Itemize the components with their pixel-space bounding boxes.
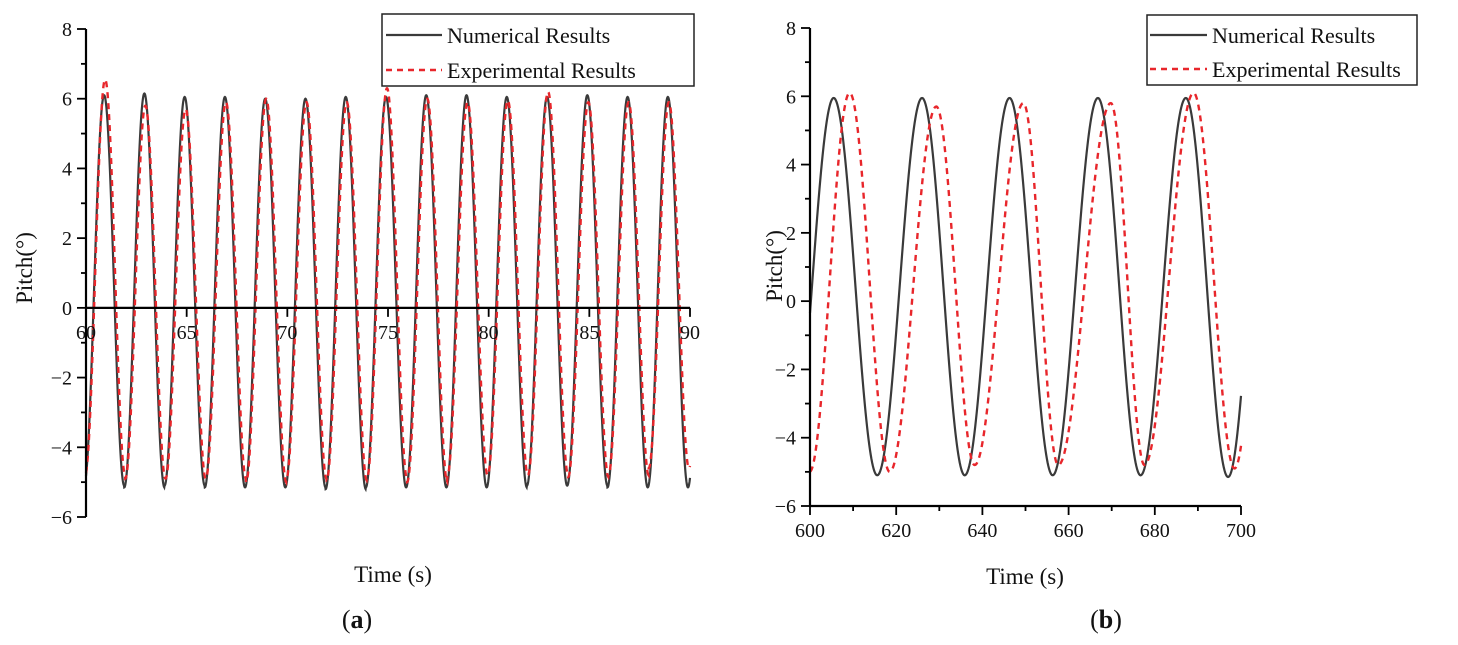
- chart-b-x-axis-title: Time (s): [986, 564, 1064, 589]
- chart-b-plot-area: [808, 91, 1243, 479]
- y-tick-label: 4: [62, 158, 72, 180]
- y-tick-label: 2: [62, 228, 72, 250]
- paren-open: (: [342, 605, 351, 634]
- y-tick-label: 0: [786, 291, 796, 313]
- chart-a-plot-area: [84, 78, 692, 493]
- y-tick-label: 6: [62, 89, 72, 111]
- y-tick-label: −4: [775, 428, 796, 450]
- y-tick-label: −2: [775, 359, 796, 381]
- legend-label-numerical: Numerical Results: [447, 23, 610, 48]
- x-tick-label: 75: [378, 322, 398, 344]
- chart-b-legend: Numerical Results Experimental Results: [1146, 14, 1418, 86]
- series-experimental-results: [809, 91, 1243, 474]
- y-tick-label: 4: [786, 155, 796, 177]
- chart-b-panel-label: (b): [1090, 605, 1122, 634]
- y-tick-label: 8: [786, 18, 796, 40]
- x-tick-label: 90: [680, 322, 700, 344]
- chart-a-axes: −6 −4 −2 0 2 4 6 8 60 65 70 75 80 85 90: [51, 19, 700, 529]
- legend-label-experimental: Experimental Results: [1212, 57, 1401, 82]
- x-tick-label: 640: [967, 520, 997, 542]
- paren-close: ): [364, 605, 373, 634]
- series-numerical-results: [808, 96, 1243, 479]
- y-tick-label: −6: [51, 507, 72, 529]
- y-tick-label: 0: [62, 298, 72, 320]
- y-tick-label: −4: [51, 437, 72, 459]
- x-tick-label: 70: [277, 322, 297, 344]
- chart-b: −6 −4 −2 0 2 4 6 8 600 620 640 660 680 700 Numerical …: [762, 14, 1418, 634]
- series-experimental-results: [84, 78, 692, 487]
- x-tick-label: 60: [76, 322, 96, 344]
- panel-letter-b: b: [1099, 605, 1113, 634]
- legend-label-numerical: Numerical Results: [1212, 23, 1375, 48]
- chart-b-axes: −6 −4 −2 0 2 4 6 8 600 620 640 660 680 700: [775, 18, 1256, 542]
- x-tick-label: 80: [479, 322, 499, 344]
- chart-a-y-axis-title: Pitch(°): [12, 232, 37, 304]
- legend-frame: [1146, 14, 1418, 86]
- chart-a-panel-label: (a): [342, 605, 372, 634]
- panel-letter-a: a: [351, 605, 364, 634]
- chart-a-legend: Numerical Results Experimental Results: [381, 13, 695, 87]
- x-tick-label: 600: [795, 520, 825, 542]
- x-tick-label: 65: [177, 322, 197, 344]
- x-tick-label: 700: [1226, 520, 1256, 542]
- chart-a: −6 −4 −2 0 2 4 6 8 60 65 70 75 80 85 90 Numerical Resu…: [12, 13, 700, 634]
- x-tick-label: 680: [1140, 520, 1170, 542]
- paren-open: (: [1090, 605, 1099, 634]
- chart-a-x-axis-title: Time (s): [354, 562, 432, 587]
- x-tick-label: 620: [881, 520, 911, 542]
- x-tick-label: 660: [1054, 520, 1084, 542]
- y-tick-label: 6: [786, 86, 796, 108]
- legend-frame: [381, 13, 695, 87]
- chart-b-y-axis-title: Pitch(°): [762, 230, 787, 302]
- y-tick-label: −6: [775, 496, 796, 518]
- paren-close: ): [1113, 605, 1122, 634]
- legend-label-experimental: Experimental Results: [447, 58, 636, 83]
- y-tick-label: 2: [786, 223, 796, 245]
- x-tick-label: 85: [579, 322, 599, 344]
- y-tick-label: −2: [51, 368, 72, 390]
- y-tick-label: 8: [62, 19, 72, 41]
